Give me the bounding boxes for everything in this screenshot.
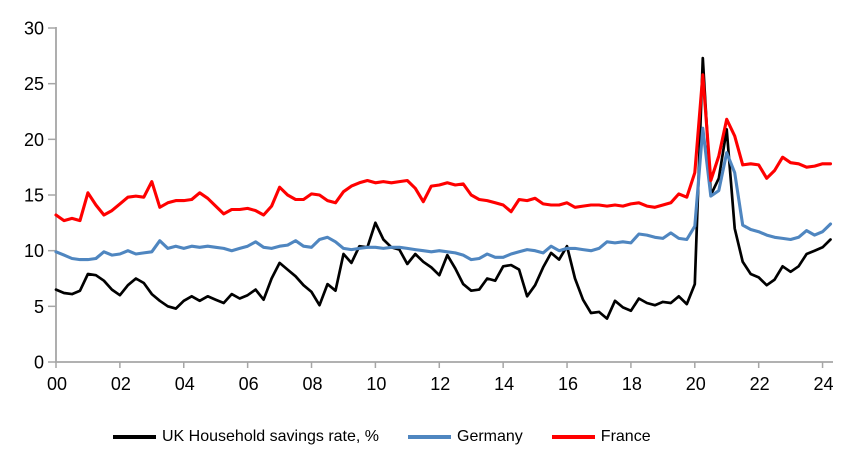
x-tick-label: 16 — [558, 374, 578, 394]
legend-label-france: France — [600, 428, 651, 445]
chart-legend: UK Household savings rate, % Germany Fra… — [0, 429, 852, 445]
x-tick-label: 22 — [750, 374, 770, 394]
germany-line-swatch — [408, 435, 451, 439]
y-tick-label: 20 — [24, 130, 44, 150]
uk-savings-series-line — [54, 56, 832, 320]
france-line-swatch — [551, 435, 595, 439]
x-tick-label: 14 — [494, 374, 514, 394]
x-tick-label: 20 — [686, 374, 706, 394]
chart-svg: 0 5 10 15 20 25 30 00 02 04 06 08 10 12 14 16 18 20 22 24 — [24, 19, 834, 394]
x-tick-label: 08 — [303, 374, 323, 394]
y-tick-label: 30 — [24, 19, 44, 39]
x-tick-label: 18 — [622, 374, 642, 394]
x-tick-label: 02 — [111, 374, 131, 394]
legend-label-uk: UK Household savings rate, % — [162, 428, 379, 445]
x-tick-label: 00 — [47, 374, 67, 394]
legend-item-france: France — [551, 428, 651, 445]
x-tick-label: 24 — [814, 374, 834, 394]
x-tick-label: 06 — [239, 374, 259, 394]
uk-line-swatch — [113, 435, 156, 439]
legend-label-germany: Germany — [457, 428, 523, 445]
y-tick-label: 5 — [34, 297, 44, 317]
france-series-line — [54, 73, 833, 223]
x-tick-label: 12 — [430, 374, 450, 394]
y-tick-label: 25 — [24, 74, 44, 94]
y-tick-label: 10 — [24, 241, 44, 261]
x-tick-label: 10 — [366, 374, 386, 394]
legend-item-uk: UK Household savings rate, % — [113, 429, 379, 445]
germany-series-line — [54, 126, 833, 262]
x-tick-label: 04 — [175, 374, 195, 394]
legend-item-germany: Germany — [408, 429, 523, 445]
y-tick-label: 15 — [24, 186, 44, 206]
y-tick-label: 0 — [34, 353, 44, 373]
